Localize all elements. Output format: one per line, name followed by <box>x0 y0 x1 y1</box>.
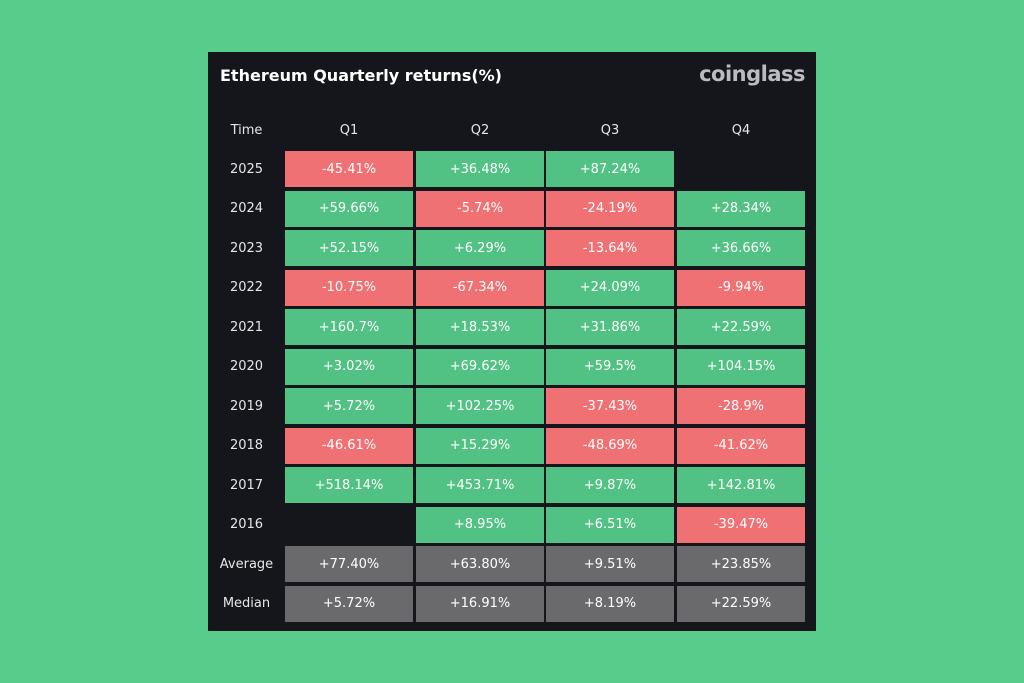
return-cell: +63.80% <box>416 546 544 582</box>
return-cell: +52.15% <box>285 230 413 266</box>
return-cell: +24.09% <box>546 269 674 306</box>
column-header: Q2 <box>470 122 490 138</box>
return-cell: -41.62% <box>677 427 805 464</box>
row-label: 2025 <box>229 161 264 177</box>
return-cell: +8.95% <box>416 506 544 543</box>
return-cell: -46.61% <box>285 427 413 464</box>
return-cell: +28.34% <box>677 190 805 227</box>
column-header: Q4 <box>731 122 751 138</box>
return-cell: +8.19% <box>546 585 674 622</box>
return-cell: +18.53% <box>416 309 544 345</box>
return-cell: +9.87% <box>546 467 674 503</box>
return-cell: -24.19% <box>546 190 674 227</box>
return-cell: +22.59% <box>677 585 805 622</box>
return-cell: +69.62% <box>416 348 544 385</box>
row-label: 2021 <box>229 319 264 335</box>
return-cell: +6.51% <box>546 506 674 543</box>
return-cell: +102.25% <box>416 388 544 424</box>
return-cell: +6.29% <box>416 230 544 266</box>
return-cell: -37.43% <box>546 388 674 424</box>
row-label: Median <box>222 596 271 611</box>
return-cell: +59.66% <box>285 190 413 227</box>
return-cell: +15.29% <box>416 427 544 464</box>
row-label: 2018 <box>229 438 264 453</box>
row-label: 2016 <box>229 517 264 532</box>
return-cell: -5.74% <box>416 190 544 227</box>
return-cell: +9.51% <box>546 546 674 582</box>
row-label: 2017 <box>229 477 264 493</box>
return-cell: +142.81% <box>677 467 805 503</box>
row-label: 2019 <box>229 398 264 414</box>
return-cell: +23.85% <box>677 546 805 582</box>
return-cell: -28.9% <box>677 388 805 424</box>
row-label: 2023 <box>229 240 264 256</box>
return-cell: +87.24% <box>546 151 674 187</box>
return-cell: +3.02% <box>285 348 413 385</box>
return-cell: +518.14% <box>285 467 413 503</box>
return-cell: -39.47% <box>677 506 805 543</box>
column-header: Time <box>230 122 263 138</box>
return-cell: +453.71% <box>416 467 544 503</box>
return-cell: +104.15% <box>677 348 805 385</box>
return-cell: +59.5% <box>546 348 674 385</box>
return-cell: -67.34% <box>416 269 544 306</box>
return-cell: +16.91% <box>416 585 544 622</box>
title: Ethereum Quarterly returns(%) <box>220 66 502 85</box>
return-cell: +5.72% <box>285 388 413 424</box>
return-cell: +36.66% <box>677 230 805 266</box>
return-cell: -45.41% <box>285 151 413 187</box>
row-label: Average <box>219 556 274 572</box>
row-label: 2022 <box>229 280 264 295</box>
brand: coinglass <box>699 62 805 86</box>
return-cell: +36.48% <box>416 151 544 187</box>
row-label: 2020 <box>229 359 264 374</box>
column-header: Q1 <box>339 122 359 138</box>
return-cell: +31.86% <box>546 309 674 345</box>
return-cell: -48.69% <box>546 427 674 464</box>
return-cell: +22.59% <box>677 309 805 345</box>
return-cell: +77.40% <box>285 546 413 582</box>
column-header: Q3 <box>600 122 620 138</box>
return-cell: -13.64% <box>546 230 674 266</box>
return-cell: -10.75% <box>285 269 413 306</box>
return-cell: +5.72% <box>285 585 413 622</box>
panel: Ethereum Quarterly returns(%) coinglass … <box>208 52 816 631</box>
return-cell: +160.7% <box>285 309 413 345</box>
row-label: 2024 <box>229 201 264 216</box>
return-cell: -9.94% <box>677 269 805 306</box>
